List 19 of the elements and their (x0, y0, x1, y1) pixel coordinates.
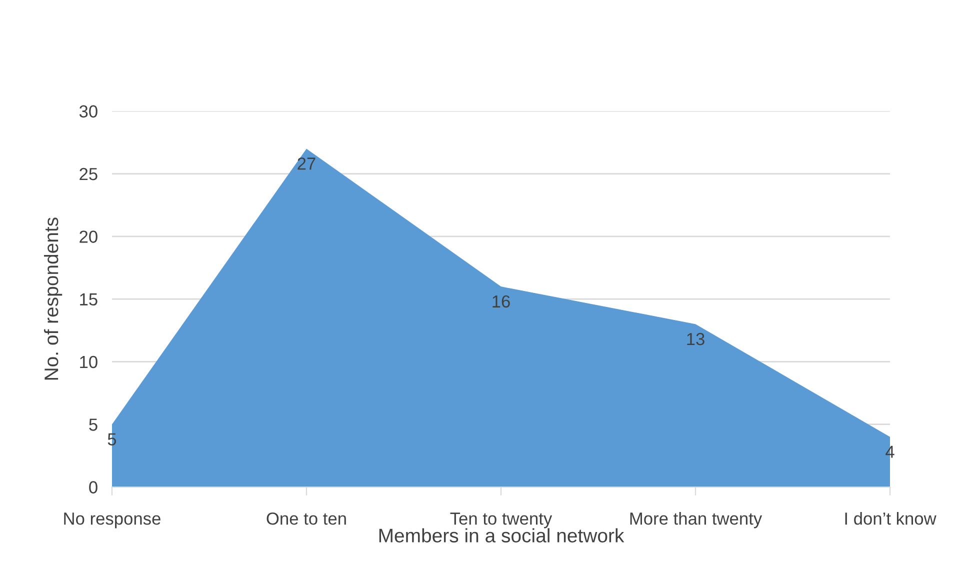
y-tick-label: 15 (80, 293, 98, 306)
x-tick-label: No response (64, 512, 160, 528)
y-axis-title: No. of respondents (44, 218, 62, 380)
x-tick-label: Ten to twenty (450, 512, 552, 528)
y-tick-label: 20 (80, 230, 98, 243)
y-tick-label: 0 (89, 481, 98, 494)
x-tick-label: One to ten (266, 512, 346, 525)
data-label: 4 (886, 446, 894, 458)
data-label: 13 (687, 332, 704, 346)
y-tick-label: 30 (79, 105, 98, 118)
y-tick-label: 5 (89, 418, 98, 431)
x-axis-title: Members in a social network (379, 528, 624, 542)
x-tick-label: More than twenty (630, 512, 762, 528)
x-tick-label: I don’t know (845, 512, 936, 525)
data-label: 16 (492, 295, 510, 308)
y-tick-label: 10 (80, 356, 98, 368)
data-label: 27 (298, 157, 316, 170)
data-label: 5 (108, 433, 116, 446)
y-tick-label: 25 (80, 168, 98, 180)
